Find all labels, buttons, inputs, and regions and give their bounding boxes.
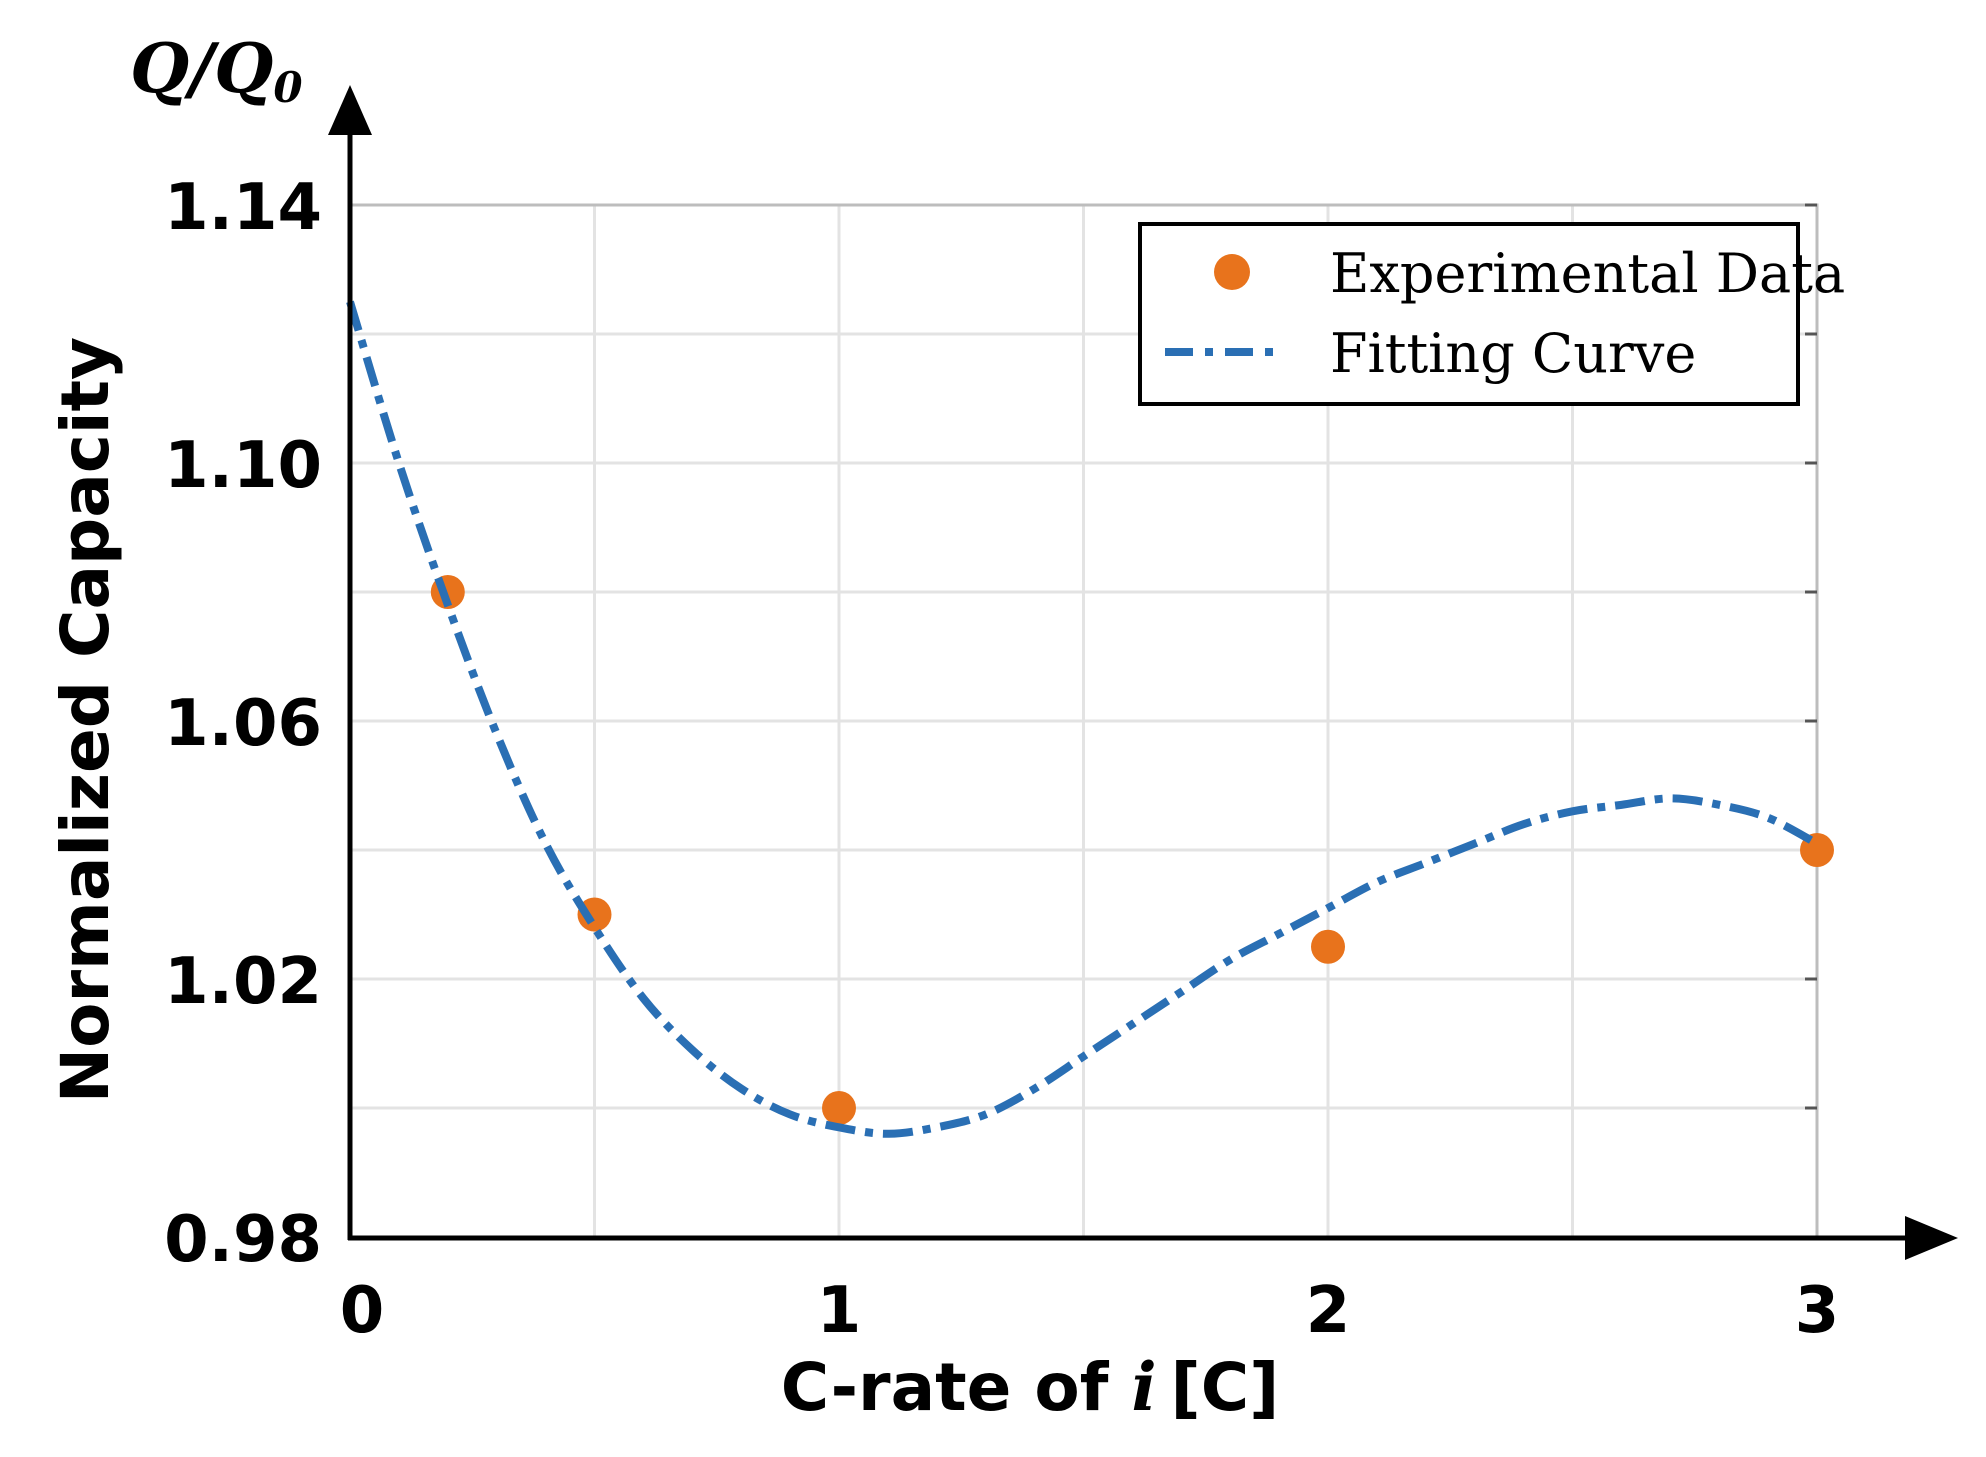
legend: Experimental Data Fitting Curve (1138, 222, 1845, 406)
y-tick-marks (1805, 203, 1817, 1239)
x-axis-arrow-icon (1905, 1216, 1958, 1260)
data-point (1311, 929, 1345, 964)
y-tick-label: 1.14 (164, 171, 322, 245)
legend-label-experimental: Experimental Data (1330, 242, 1845, 305)
y-tick-labels: 0.98 1.02 1.06 1.10 1.14 (164, 171, 322, 1277)
legend-marker-experimental (1214, 254, 1250, 290)
y-tick-label: 0.98 (164, 1203, 322, 1277)
fitting-curve (346, 300, 1819, 1138)
y-axis-title: Normalized Capacity (47, 337, 124, 1103)
legend-box (1138, 222, 1800, 406)
y-unit-label: Q/Q0 (130, 29, 303, 112)
data-point (577, 897, 612, 932)
x-tick-label: 1 (817, 1274, 862, 1348)
x-tick-label: 0 (340, 1274, 385, 1348)
x-tick-labels: 0 1 2 3 (340, 1274, 1840, 1348)
x-axis-title: C-rate of i [C] (781, 1348, 1280, 1426)
series-layer (346, 300, 1834, 1138)
y-axis-arrow-icon (328, 85, 372, 135)
y-tick-label: 1.06 (164, 687, 322, 761)
x-tick-label: 3 (1795, 1274, 1840, 1348)
y-tick-label: 1.02 (164, 945, 322, 1019)
legend-label-fitting: Fitting Curve (1330, 322, 1696, 385)
x-tick-label: 2 (1306, 1274, 1351, 1348)
data-point (822, 1091, 856, 1125)
y-tick-label: 1.10 (164, 429, 322, 503)
